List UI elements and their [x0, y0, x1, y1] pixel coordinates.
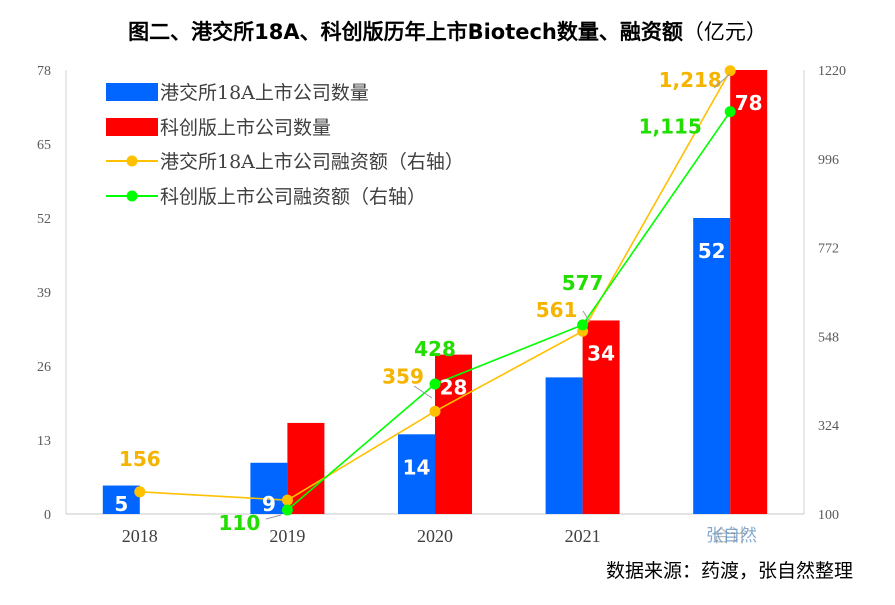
bar-label-hk-18a: 5: [114, 492, 128, 516]
bar-hk-18a: [102, 485, 140, 514]
y-left-tick-label: 0: [44, 508, 51, 523]
y-right-tick-label: 100: [818, 508, 839, 523]
chart-title-unit: （亿元）: [682, 20, 767, 44]
chart-title-text: 图二、港交所18A、科创版历年上市Biotech数量、融资额: [128, 20, 683, 44]
y-left-tick-label: 52: [37, 212, 51, 227]
line-label-hk-18a: 359: [382, 364, 424, 388]
legend-swatch-star-market: [106, 118, 158, 136]
legend-label: 科创版上市公司数量: [160, 117, 331, 139]
line-label-star-market: 110: [219, 511, 261, 535]
legend-label: 港交所18A上市公司融资额（右轴）: [160, 151, 464, 173]
line-label-star-market: 577: [562, 271, 604, 295]
bar-star-market: [582, 320, 620, 514]
y-left-tick-label: 39: [37, 286, 51, 301]
series-star-market-financing-point: [429, 378, 441, 390]
y-right-tick-label: 772: [818, 242, 839, 257]
x-tick-label: 2018: [122, 526, 158, 546]
y-left-tick-label: 13: [37, 434, 51, 449]
bar-star-market: [730, 70, 768, 514]
watermark: 张自然: [706, 526, 757, 546]
legend-marker-hk-line: [126, 155, 138, 167]
y-right-tick-label: 324: [818, 419, 839, 434]
bar-star-market: [287, 422, 325, 514]
y-left-tick-label: 65: [37, 138, 51, 153]
bar-hk-18a: [250, 462, 288, 514]
legend-label: 科创版上市公司融资额（右轴）: [160, 186, 426, 208]
series-hk-18a-financing-point: [724, 65, 736, 77]
bar-label-hk-18a: 14: [403, 455, 431, 479]
line-label-star-market: 1,115: [639, 115, 702, 139]
series-star-market-financing-line: [286, 111, 731, 511]
data-source: 数据来源：药渡，张自然整理: [605, 560, 853, 582]
bars: [102, 70, 768, 514]
legend-swatch-hk-18a: [106, 83, 158, 101]
bar-hk-18a: [398, 434, 435, 514]
legend-label: 港交所18A上市公司数量: [160, 82, 369, 104]
bar-hk-18a: [693, 218, 731, 514]
line-label-star-market: 428: [414, 337, 456, 361]
chart-title: 图二、港交所18A、科创版历年上市Biotech数量、融资额（亿元）: [0, 16, 895, 46]
series-hk-18a-financing-point: [281, 494, 293, 506]
x-tick-label: 2019: [269, 526, 305, 546]
bar-label-hk-18a: 9: [262, 492, 276, 516]
legend-marker-star-line: [126, 190, 138, 202]
bar-hk-18a: [545, 377, 583, 514]
line-label-hk-18a: 561: [536, 298, 578, 322]
series-star-market-financing-point: [281, 504, 293, 516]
bar-label-star-market: 78: [735, 91, 763, 115]
y-right-tick-label: 996: [818, 153, 839, 168]
leader-line: [582, 310, 591, 323]
bar-label-star-market: 34: [587, 341, 615, 365]
lines: [134, 65, 736, 516]
series-hk-18a-financing-point: [429, 405, 441, 417]
leader-line: [413, 385, 433, 399]
leader-line: [265, 514, 282, 520]
bar-label-hk-18a: 52: [698, 239, 726, 263]
x-tick-label: 2021: [565, 526, 601, 546]
y-left-tick-label: 26: [37, 360, 51, 375]
leader-line: [713, 73, 731, 89]
line-label-hk-18a: 156: [119, 447, 161, 471]
x-tick-label: 合计: [712, 526, 748, 546]
axes: 0 13 26 39 52 65 78 100 324 548 772 996 1220 2018 2019…: [37, 64, 846, 546]
y-right-tick-label: 1220: [818, 64, 846, 79]
series-star-market-financing-point: [577, 319, 589, 331]
y-left-tick-label: 78: [37, 64, 51, 79]
bar-label-star-market: 28: [440, 376, 468, 400]
data-labels: 5 9 14 52 28 34 78 156 359 561 1,218 110 428 577 1,115: [114, 68, 762, 535]
line-label-hk-18a: 1,218: [659, 68, 722, 92]
series-star-market-financing-point: [724, 106, 736, 118]
x-tick-label: 2020: [417, 526, 453, 546]
y-right-tick-label: 548: [818, 330, 839, 345]
series-hk-18a-financing-point: [134, 486, 146, 498]
